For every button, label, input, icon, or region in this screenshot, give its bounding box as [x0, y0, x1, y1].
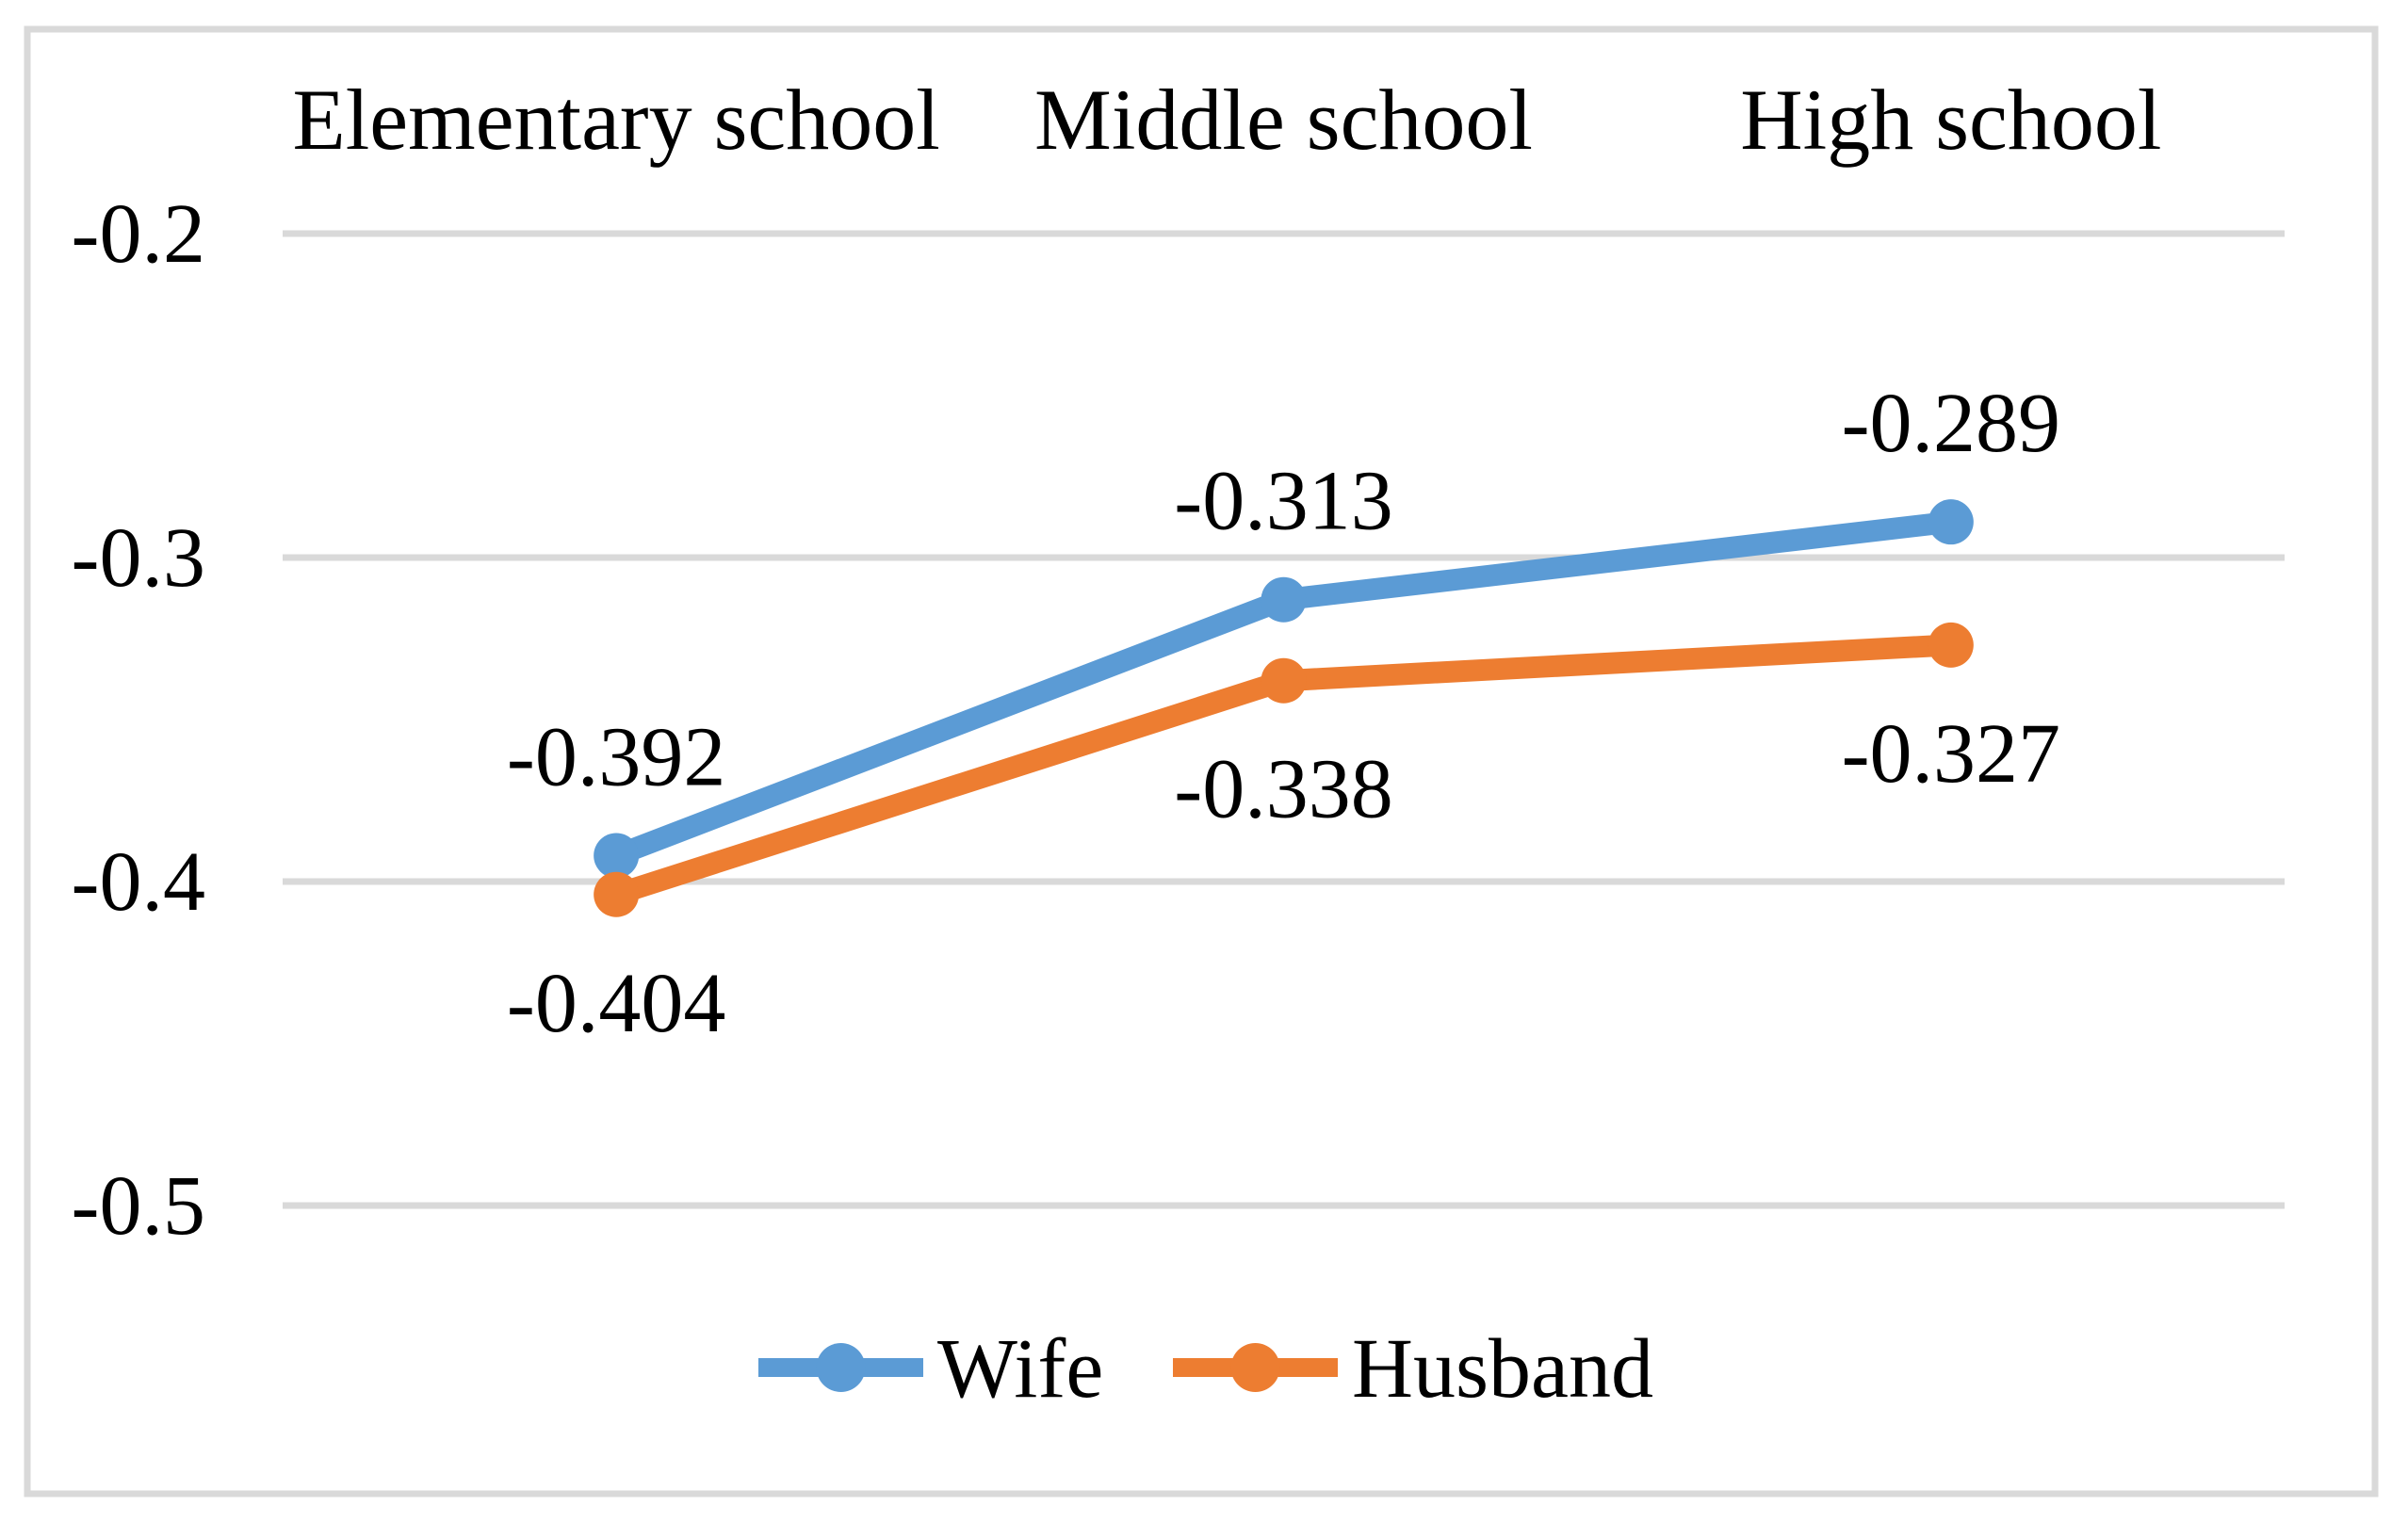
data-point-marker-husband: [1928, 622, 1974, 668]
data-point-marker-wife: [1928, 499, 1974, 545]
data-label-wife: -0.392: [507, 710, 725, 803]
data-label-husband: -0.327: [1842, 707, 2060, 801]
data-label-wife: -0.289: [1842, 377, 2060, 470]
x-axis-category-label: High school: [1740, 72, 2161, 168]
y-axis-tick-label: -0.4: [72, 835, 205, 929]
y-axis-tick-label: -0.5: [72, 1159, 205, 1253]
data-label-husband: -0.338: [1174, 743, 1392, 836]
data-point-marker-husband: [594, 871, 640, 917]
legend-marker-circle-wife: [816, 1343, 866, 1392]
figure-border: [24, 25, 2379, 1498]
data-label-husband: -0.404: [507, 957, 725, 1050]
legend-label-husband: Husband: [1352, 1322, 1653, 1416]
legend-label-wife: Wife: [937, 1322, 1103, 1416]
data-point-marker-wife: [1261, 576, 1307, 623]
y-axis-tick-label: -0.2: [72, 187, 205, 281]
y-axis-tick-label: -0.3: [72, 511, 205, 605]
x-axis-category-label: Elementary school: [293, 72, 940, 168]
data-point-marker-wife: [594, 833, 640, 879]
data-point-marker-husband: [1261, 657, 1307, 704]
x-axis-category-label: Middle school: [1034, 72, 1533, 168]
legend-marker-circle-husband: [1230, 1343, 1280, 1392]
data-label-wife: -0.313: [1174, 455, 1392, 548]
